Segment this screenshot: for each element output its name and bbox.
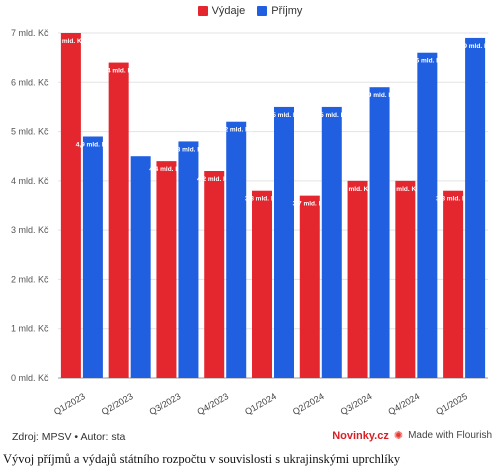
bar-vydaje xyxy=(204,171,225,378)
legend-swatch-vydaje xyxy=(197,6,208,16)
bar-prijmy xyxy=(82,136,103,378)
flourish-icon: ✺ xyxy=(393,430,404,442)
y-tick-label: 6 mld. Kč xyxy=(11,77,49,87)
x-tick-label: Q3/2024 xyxy=(339,391,374,417)
data-label: 4 mld. Kč xyxy=(343,186,372,193)
bar-vydaje xyxy=(347,180,368,378)
data-label: 5,9 mld. Kč xyxy=(362,92,397,99)
legend-swatch-prijmy xyxy=(257,6,268,16)
bar-vydaje xyxy=(156,161,177,378)
data-label: 4,4 mld. Kč xyxy=(149,166,184,173)
y-tick-label: 1 mld. Kč xyxy=(11,324,49,334)
bar-prijmy xyxy=(417,52,438,378)
data-label: 4,8 mld. Kč xyxy=(171,146,206,153)
bar-prijmy xyxy=(274,106,294,378)
bar-vydaje xyxy=(443,190,464,378)
data-label: 4 mld. Kč xyxy=(391,186,420,193)
data-label: 6,6 mld. Kč xyxy=(410,58,445,65)
data-label: 5,5 mld. Kč xyxy=(315,112,350,119)
x-tick-label: Q4/2023 xyxy=(195,391,230,417)
data-label: 5,2 mld. Kč xyxy=(219,127,254,134)
legend-label-prijmy: Příjmy xyxy=(271,5,303,17)
legend: Výdaje Příjmy xyxy=(0,5,500,17)
x-tick-label: Q1/2024 xyxy=(243,391,278,417)
y-tick-label: 3 mld. Kč xyxy=(11,225,49,235)
made-with-flourish-link[interactable]: Made with Flourish xyxy=(408,430,492,441)
data-label: 6,9 mld. Kč xyxy=(458,43,493,50)
data-label: 4,2 mld. Kč xyxy=(197,176,232,183)
x-tick-label: Q2/2024 xyxy=(291,391,326,417)
data-label: 6,4 mld. Kč xyxy=(102,68,137,75)
novinky-logo[interactable]: Novinky.cz xyxy=(332,429,389,442)
bar-vydaje xyxy=(108,62,129,378)
bar-prijmy xyxy=(369,87,390,378)
bar-vydaje xyxy=(395,180,416,378)
y-tick-label: 4 mld. Kč xyxy=(11,176,49,186)
footer-branding: Novinky.cz ✺ Made with Flourish xyxy=(332,429,492,443)
x-tick-label: Q2/2023 xyxy=(100,391,135,417)
bar-prijmy xyxy=(226,121,247,378)
bar-vydaje xyxy=(252,190,272,378)
y-tick-label: 0 mld. Kč xyxy=(11,373,49,383)
source-credit: Zdroj: MPSV • Autor: sta xyxy=(12,431,126,443)
data-label: 5,5 mld. Kč xyxy=(267,112,302,119)
legend-item-prijmy[interactable]: Příjmy xyxy=(257,5,302,17)
bar-prijmy xyxy=(465,37,486,379)
data-label: 3,7 mld. Kč xyxy=(293,201,328,208)
y-tick-label: 5 mld. Kč xyxy=(11,127,49,137)
bar-prijmy xyxy=(178,141,199,378)
data-label: 4,9 mld. Kč xyxy=(76,142,111,149)
chart-caption: Vývoj příjmů a výdajů státního rozpočtu … xyxy=(3,452,401,466)
x-tick-label: Q1/2025 xyxy=(434,391,469,417)
x-tick-label: Q4/2024 xyxy=(386,391,421,417)
bar-prijmy xyxy=(321,106,342,378)
data-label: 7 mld. Kč xyxy=(56,38,85,45)
legend-item-vydaje[interactable]: Výdaje xyxy=(197,5,246,17)
x-tick-label: Q1/2023 xyxy=(52,391,87,417)
x-tick-label: Q3/2023 xyxy=(148,391,183,417)
legend-label-vydaje: Výdaje xyxy=(211,5,246,17)
data-label: 3,8 mld. Kč xyxy=(436,196,471,203)
bar-vydaje xyxy=(299,195,320,378)
y-tick-label: 7 mld. Kč xyxy=(11,28,49,38)
bar-chart: 0 mld. Kč 1 mld. Kč 2 mld. Kč 3 mld. Kč 4 ml… xyxy=(11,28,493,417)
bar-vydaje xyxy=(60,33,81,378)
y-tick-label: 2 mld. Kč xyxy=(11,274,49,284)
bar-prijmy xyxy=(130,156,151,378)
data-label: 3,8 mld. Kč xyxy=(245,196,280,203)
